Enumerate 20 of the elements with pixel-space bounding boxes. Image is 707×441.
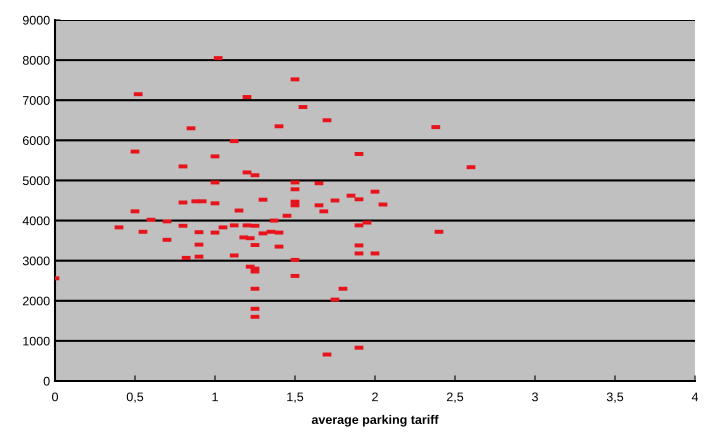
- x-axis-title: average parking tariff: [312, 414, 439, 427]
- y-tick-label: 1000: [23, 336, 50, 346]
- x-tick-label: 0,5: [126, 392, 144, 403]
- x-tick-label: 0: [52, 392, 58, 402]
- y-tick-label: 9000: [22, 16, 50, 25]
- y-tick-label: 5000: [22, 176, 50, 186]
- x-tick-label: 3: [532, 392, 538, 402]
- y-tick-label: 2000: [22, 296, 50, 306]
- y-tick-label: 3000: [22, 256, 50, 266]
- x-tick-label: 3,5: [606, 392, 624, 403]
- x-tick-label: 2,5: [446, 392, 464, 403]
- x-tick-label: 1: [212, 392, 218, 402]
- y-tick-label: 4000: [22, 216, 50, 226]
- y-tick-label: 8000: [22, 56, 50, 65]
- y-tick-label: 6000: [22, 136, 50, 145]
- x-tick-label: 1,5: [287, 392, 304, 403]
- y-tick-label: 0: [44, 376, 50, 386]
- x-tick-label: 4: [692, 392, 698, 402]
- y-tick-label: 7000: [22, 96, 50, 105]
- x-tick-label: 2: [372, 392, 378, 402]
